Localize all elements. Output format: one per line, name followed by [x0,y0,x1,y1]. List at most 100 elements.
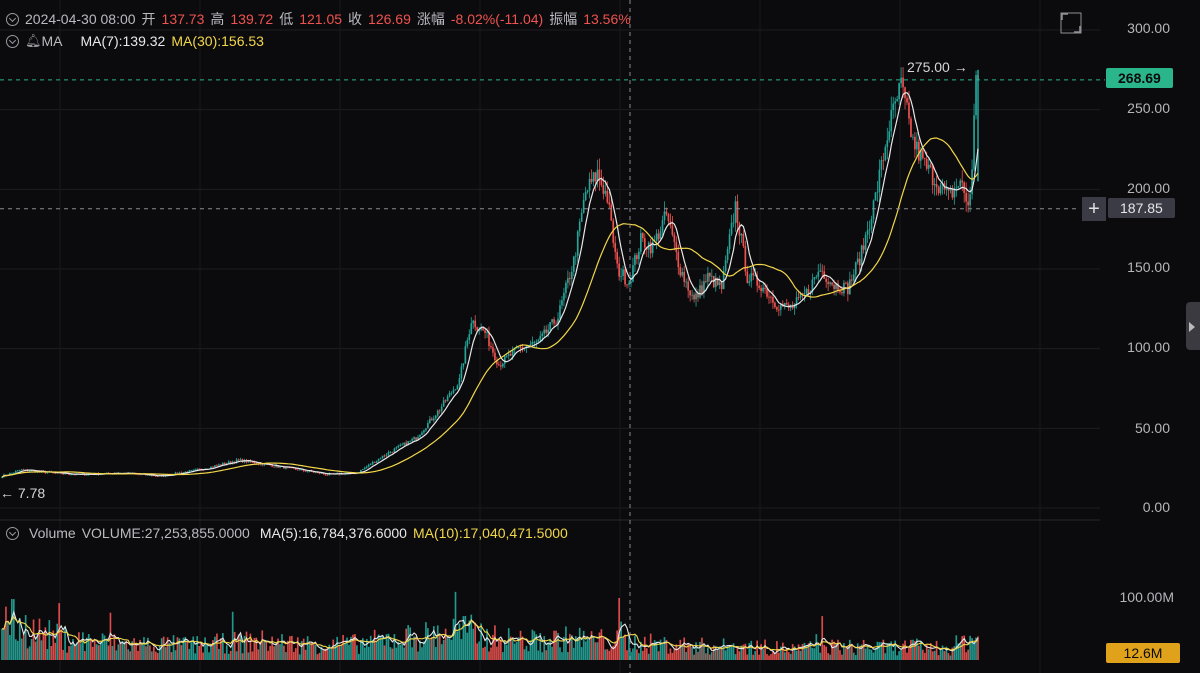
candle-body [886,140,889,147]
candle-body [576,231,579,256]
collapse-chevron-icon[interactable] [6,12,19,26]
volume-bar [438,634,441,660]
candle-body [902,77,904,88]
volume-bar [551,646,553,660]
volume-bar [76,642,78,660]
candle-body [776,307,778,310]
candle-body [360,470,362,473]
volume-bar [703,645,705,660]
candle-body [572,256,575,272]
volume-bar [393,634,396,660]
candle-body [539,335,542,341]
expand-icon[interactable] [1060,12,1082,34]
volume-bar [208,652,210,660]
volume-bar [367,646,370,660]
candle-body [882,160,885,161]
candle-body [770,296,772,298]
candle-body [425,428,427,431]
side-panel-toggle-icon[interactable] [1186,302,1200,350]
volume-bar [310,641,313,660]
volume-bar [801,643,804,660]
volume-bar [247,652,250,660]
volume-bar [785,648,788,660]
volume-bar [411,647,413,660]
candle-body [54,472,57,474]
bell-icon[interactable]: 🔔︎ [25,33,42,48]
candle-body [598,169,601,180]
volume-bar [316,654,319,660]
candle-body [850,279,853,281]
volume-bar [143,637,145,660]
volume-bar [452,618,455,660]
volume-bar [421,647,423,660]
candle-body [431,418,433,421]
volume-bar [732,643,735,660]
volume-bar [200,642,202,660]
volume-bar [525,645,528,660]
volume-bar [383,645,386,660]
candle-body [411,439,413,441]
volume-collapse-chevron-icon[interactable] [6,526,19,540]
volume-bar [363,647,366,660]
volume-bar [845,648,847,660]
volume-bar [490,647,492,660]
candle-body [929,164,932,167]
volume-bar [647,653,650,660]
candle-body [470,323,473,335]
volume-bar [26,648,29,660]
volume-bar [687,643,689,660]
candle-body [949,188,952,191]
volume-bar [961,636,964,660]
volume-bar [882,639,885,660]
volume-bar [661,642,664,660]
volume-bar [22,633,25,660]
volume-indicator-label[interactable]: Volume [29,525,76,541]
candle-body [584,191,587,201]
candle-body [900,77,902,84]
volume-bar [275,643,277,660]
volume-bar [133,638,135,660]
volume-bar [476,643,479,660]
candle-body [783,303,786,307]
volume-bar [833,641,835,660]
volume-bar [604,649,607,660]
volume-bar [839,650,841,660]
candle-body [854,262,857,275]
candle-body [318,472,321,474]
candle-body [766,288,768,297]
candle-body [801,293,804,295]
volume-bar [60,629,62,660]
candle-body [505,355,508,357]
moving-average-lines [1,92,979,478]
candle-body [474,320,477,328]
volume-bar [24,615,27,660]
candle-body [768,296,770,298]
candle-body [221,463,224,466]
volume-bar [908,648,910,660]
candle-body [273,466,275,468]
volume-bar [432,626,435,660]
ma-indicator-label[interactable]: MA [41,33,63,49]
candle-body [397,445,400,448]
candle-body [939,185,942,194]
volume-bar [819,652,822,660]
volume-bar [616,630,619,660]
volume-bar [249,633,252,660]
add-crosshair-plus-icon[interactable]: + [1082,197,1106,221]
volume-bar [302,638,305,660]
volume-bar [486,629,488,660]
candle-body [235,459,238,463]
candle-body [62,473,64,475]
candle-body [898,83,900,100]
candle-body [638,251,640,260]
candle-body [521,347,524,349]
volume-bar [912,639,914,660]
volume-bar [870,649,873,660]
volume-bar [651,644,654,660]
ma-collapse-chevron-icon[interactable] [6,34,19,48]
volume-bar [312,644,315,660]
candle-body [744,246,747,272]
volume-bar [308,644,311,660]
volume-bar [484,646,486,660]
